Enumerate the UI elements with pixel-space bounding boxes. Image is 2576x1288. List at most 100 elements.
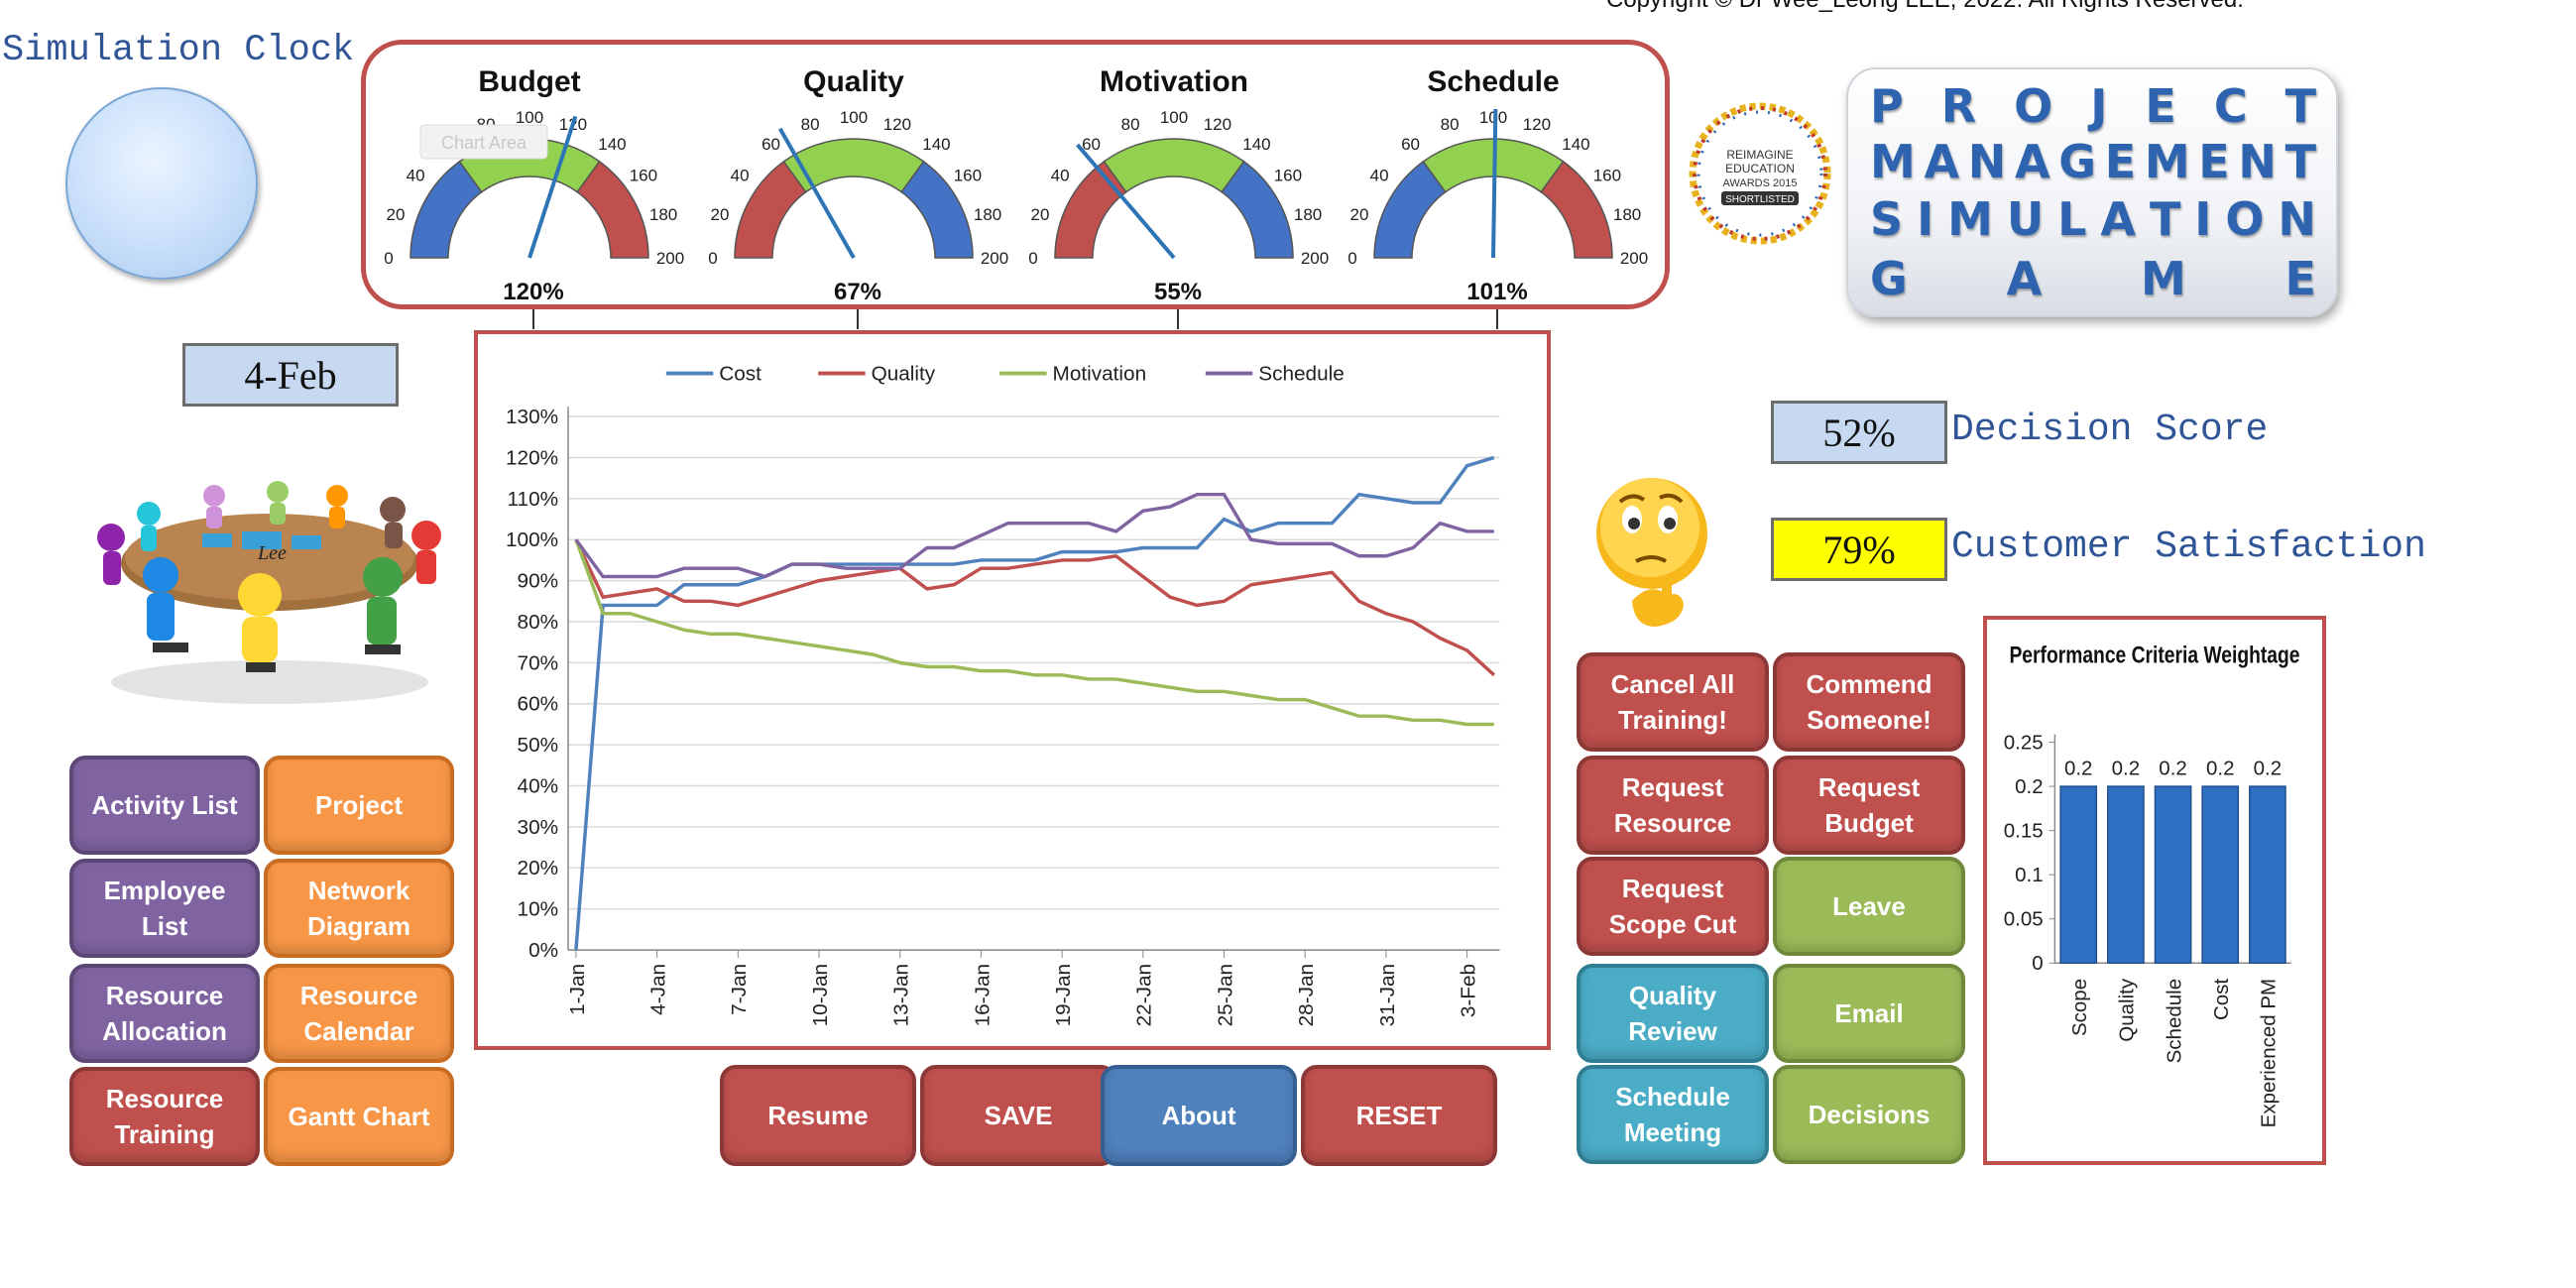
gauge-segment xyxy=(1221,160,1294,259)
title-letter: A xyxy=(2006,252,2043,305)
x-tick-label: 3-Feb xyxy=(1457,964,1479,1017)
button-label: Network Diagram xyxy=(306,876,411,941)
title-letter: J xyxy=(2090,79,2108,133)
schedule-meeting-button[interactable]: Schedule Meeting xyxy=(1577,1065,1769,1164)
resource-calendar-button[interactable]: Resource Calendar xyxy=(264,964,454,1063)
y-tick-label: 90% xyxy=(518,570,559,593)
button-label: Request Resource xyxy=(1613,772,1732,838)
x-tick-label: 7-Jan xyxy=(728,964,751,1015)
gauge-tick-label: 140 xyxy=(1562,135,1589,154)
legend-label: Quality xyxy=(872,362,936,385)
button-label: Activity List xyxy=(91,790,238,820)
y-tick-label: 120% xyxy=(506,446,558,469)
button-label: Request Budget xyxy=(1817,772,1921,838)
series-line-cost xyxy=(574,455,1495,951)
request-scope-cut-button[interactable]: Request Scope Cut xyxy=(1577,857,1769,956)
title-letter: I xyxy=(2194,192,2212,246)
title-letter: T xyxy=(2284,79,2316,133)
title-letter: M xyxy=(2144,135,2190,188)
resource-training-button[interactable]: Resource Training xyxy=(69,1067,260,1166)
button-label: Schedule Meeting xyxy=(1615,1082,1730,1147)
title-letter: N xyxy=(2238,135,2277,188)
bar-data-label: 0.2 xyxy=(2254,757,2283,779)
title-letter: T xyxy=(2284,135,2316,188)
reimagine-award-badge: REIMAGINE EDUCATION AWARDS 2015 SHORTLIS… xyxy=(1689,102,1831,245)
commend-someone-button[interactable]: Commend Someone! xyxy=(1773,652,1965,752)
performance-criteria-weightage-chart: Performance Criteria Weightage 0 0.05 0.1 0.… xyxy=(1983,616,2326,1165)
title-letter: E xyxy=(2284,252,2316,305)
title-letter: M xyxy=(2140,252,2186,305)
gauge-tick-label: 120 xyxy=(883,115,911,134)
project-button[interactable]: Project xyxy=(264,756,454,855)
save-button[interactable]: SAVE xyxy=(920,1065,1116,1166)
title-letter: O xyxy=(2225,192,2265,246)
perf-chart-title: Performance Criteria Weightage xyxy=(2009,642,2299,668)
about-button[interactable]: About xyxy=(1101,1065,1297,1166)
bar-data-label: 0.2 xyxy=(2112,757,2141,779)
chart-area-ghost xyxy=(419,124,548,160)
title-letter: M xyxy=(1947,192,1993,246)
gauge-tick-label: 200 xyxy=(981,249,1008,268)
x-tick-label: 13-Jan xyxy=(890,964,913,1026)
bar xyxy=(2201,785,2240,964)
customer-satisfaction-label: Customer Satisfaction xyxy=(1951,526,2426,568)
gauge-title: Budget xyxy=(478,65,580,98)
email-button[interactable]: Email xyxy=(1773,964,1965,1063)
y-tick-label: 0.1 xyxy=(2015,864,2044,886)
x-tick-label: 16-Jan xyxy=(971,964,994,1026)
y-tick-label: 0.05 xyxy=(2004,908,2044,931)
gauge-tick-label: 100 xyxy=(1479,108,1507,127)
button-label: Resume xyxy=(767,1101,869,1130)
activity-list-button[interactable]: Activity List xyxy=(69,756,260,855)
employee-list-button[interactable]: Employee List xyxy=(69,859,260,958)
title-letter: G xyxy=(1870,252,1908,305)
y-tick-label: 110% xyxy=(508,488,559,511)
leave-button[interactable]: Leave xyxy=(1773,857,1965,956)
request-resource-button[interactable]: Request Resource xyxy=(1577,756,1769,855)
network-diagram-button[interactable]: Network Diagram xyxy=(264,859,454,958)
gauge-tick-label: 180 xyxy=(1613,205,1641,224)
y-tick-label: 10% xyxy=(518,898,559,921)
button-label: RESET xyxy=(1355,1101,1443,1130)
y-tick-label: 0.15 xyxy=(2004,819,2044,842)
title-letter: E xyxy=(2145,79,2176,133)
simulation-clock[interactable] xyxy=(65,87,258,280)
gauge-tick-label: 180 xyxy=(649,205,677,224)
gauge-tick-label: 100 xyxy=(1160,108,1188,127)
request-budget-button[interactable]: Request Budget xyxy=(1773,756,1965,855)
button-label: Email xyxy=(1834,998,1904,1028)
category-label: Cost xyxy=(2210,979,2233,1020)
decisions-button[interactable]: Decisions xyxy=(1773,1065,1965,1164)
x-tick-label: 4-Jan xyxy=(647,964,670,1015)
y-tick-label: 50% xyxy=(518,734,559,757)
gauge-needle xyxy=(527,115,578,259)
cancel-all-training-button[interactable]: Cancel All Training! xyxy=(1577,652,1769,752)
series-line-quality xyxy=(574,538,1495,677)
resource-allocation-button[interactable]: Resource Allocation xyxy=(69,964,260,1063)
series-line-schedule xyxy=(574,492,1494,579)
y-tick-label: 20% xyxy=(518,857,559,879)
gauge-tick-label: 20 xyxy=(1349,205,1368,224)
gauge-tick-label: 120 xyxy=(1204,115,1231,134)
gauge-tick-label: 140 xyxy=(598,135,626,154)
gantt-chart-button[interactable]: Gantt Chart xyxy=(264,1067,454,1166)
button-label: Resource Training xyxy=(105,1084,224,1149)
gauge-tick-label: 40 xyxy=(1051,167,1070,185)
gauge-value: 55% xyxy=(1154,279,1202,305)
title-letter: T xyxy=(2149,192,2181,246)
button-label: Resource Allocation xyxy=(102,981,227,1046)
y-tick-label: 30% xyxy=(518,816,559,839)
title-letter: M xyxy=(1870,135,1916,188)
y-tick-label: 0.2 xyxy=(2015,775,2044,798)
quality-review-button[interactable]: Quality Review xyxy=(1577,964,1769,1063)
button-label: Gantt Chart xyxy=(288,1102,430,1131)
reset-button[interactable]: RESET xyxy=(1301,1065,1497,1166)
y-tick-label: 80% xyxy=(518,611,559,634)
title-letter: S xyxy=(1870,192,1904,246)
gauge-tick-label: 40 xyxy=(407,167,425,185)
badge-line1: REIMAGINE xyxy=(1726,148,1793,162)
gauge-tick-label: 60 xyxy=(1082,135,1101,154)
button-label: Decisions xyxy=(1808,1100,1931,1129)
resume-button[interactable]: Resume xyxy=(720,1065,916,1166)
